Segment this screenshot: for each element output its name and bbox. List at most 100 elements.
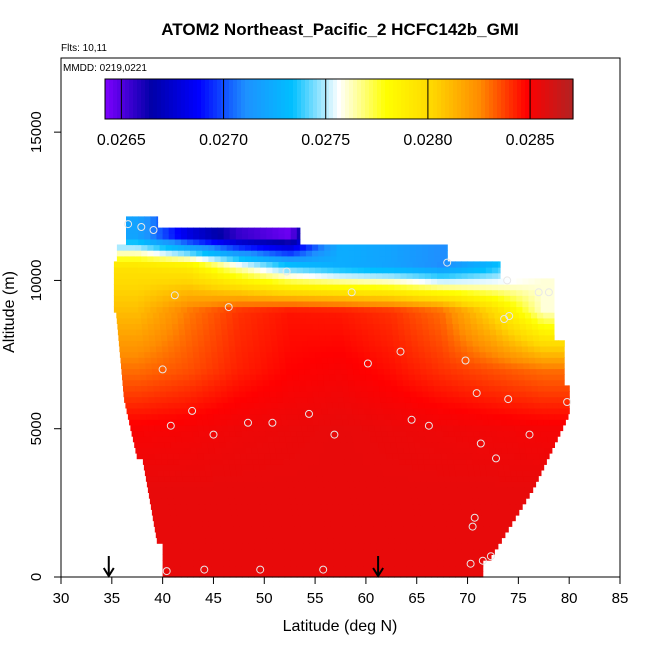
- heat-cell: [248, 238, 255, 246]
- heat-cell: [306, 391, 314, 398]
- heat-cell: [221, 396, 229, 403]
- heat-cell: [333, 284, 341, 291]
- heat-cell: [321, 560, 328, 567]
- heat-cell: [187, 306, 194, 313]
- heat-cell: [260, 503, 268, 510]
- heat-cell: [456, 436, 463, 443]
- heat-cell: [180, 227, 188, 234]
- heat-cell: [174, 238, 182, 246]
- heat-cell: [412, 464, 419, 471]
- heat-cell: [467, 351, 475, 358]
- heat-cell: [205, 295, 212, 302]
- heat-cell: [318, 520, 326, 527]
- heat-cell: [287, 385, 295, 392]
- heat-cell: [171, 379, 178, 386]
- heat-cell: [530, 441, 538, 448]
- heat-cell: [150, 278, 158, 285]
- heat-cell: [489, 323, 496, 330]
- heat-cell: [531, 379, 538, 386]
- heat-cell: [248, 571, 255, 578]
- heat-cell: [184, 385, 191, 392]
- heat-cell: [479, 306, 487, 313]
- heat-cell: [412, 571, 420, 578]
- flight-point: [330, 430, 339, 439]
- heat-cell: [162, 278, 170, 285]
- heat-cell: [357, 295, 365, 302]
- heat-cell: [521, 346, 529, 353]
- heat-cell: [465, 391, 472, 398]
- heat-cell: [476, 419, 484, 426]
- heat-cell: [151, 408, 158, 415]
- heat-cell: [431, 408, 439, 415]
- heat-cell: [364, 436, 372, 443]
- heat-cell: [455, 571, 462, 578]
- heat-cell: [329, 413, 336, 420]
- heat-cell: [321, 543, 328, 550]
- heat-cell: [190, 419, 197, 426]
- heat-cell: [508, 329, 515, 336]
- heat-cell: [443, 503, 451, 510]
- heat-cell: [201, 413, 208, 420]
- heat-cell: [307, 334, 315, 341]
- heat-cell: [477, 486, 484, 493]
- flight-point: [158, 365, 167, 374]
- heat-cell: [384, 441, 391, 448]
- heat-cell: [223, 227, 231, 234]
- heat-cell: [382, 469, 390, 477]
- heat-cell: [436, 402, 444, 409]
- heat-cell: [447, 492, 455, 499]
- heat-cell: [345, 267, 353, 274]
- heat-cell: [321, 548, 328, 555]
- heat-cell: [326, 430, 334, 437]
- heat-cell: [238, 317, 246, 324]
- heat-cell: [351, 565, 359, 572]
- heat-cell: [260, 300, 267, 308]
- heat-cell: [235, 238, 243, 246]
- heat-cell: [223, 351, 231, 358]
- heat-cell: [166, 329, 174, 336]
- heat-cell: [418, 295, 426, 302]
- heat-cell: [485, 272, 493, 279]
- heat-cell: [343, 391, 350, 398]
- y-tick-label: 15000: [28, 111, 45, 153]
- colorbar-segment: [121, 79, 126, 119]
- heat-cell: [370, 261, 377, 268]
- heat-cell: [250, 481, 258, 488]
- heat-cell: [386, 424, 394, 432]
- heat-cell: [186, 531, 193, 539]
- heat-cell: [469, 374, 477, 381]
- heat-cell: [306, 329, 314, 336]
- heat-cell: [211, 300, 219, 308]
- heat-cell: [401, 469, 408, 477]
- heat-cell: [278, 503, 286, 510]
- heat-cell: [398, 396, 406, 403]
- heat-cell: [424, 571, 432, 578]
- heat-cell: [260, 272, 267, 279]
- heat-cell: [184, 391, 192, 398]
- heat-cell: [298, 374, 306, 381]
- heat-cell: [329, 312, 337, 319]
- heat-cell: [215, 526, 223, 533]
- heat-cell: [281, 250, 289, 257]
- heat-cell: [246, 458, 254, 465]
- heat-cell: [544, 329, 552, 336]
- heat-cell: [266, 537, 274, 544]
- heat-cell: [138, 261, 145, 268]
- heat-cell: [132, 408, 140, 415]
- heat-cell: [336, 520, 344, 527]
- heat-cell: [271, 346, 279, 353]
- heat-cell: [199, 272, 206, 279]
- heat-cell: [193, 300, 200, 308]
- heat-cell: [472, 458, 479, 465]
- heat-cell: [290, 554, 298, 561]
- heat-cell: [229, 300, 237, 308]
- heat-cell: [309, 554, 316, 561]
- heat-cell: [426, 509, 433, 516]
- heat-cell: [411, 458, 418, 465]
- heat-cell: [431, 436, 439, 443]
- heat-cell: [411, 492, 418, 499]
- heat-cell: [207, 481, 215, 488]
- heat-cell: [419, 436, 427, 443]
- heat-cell: [309, 408, 317, 415]
